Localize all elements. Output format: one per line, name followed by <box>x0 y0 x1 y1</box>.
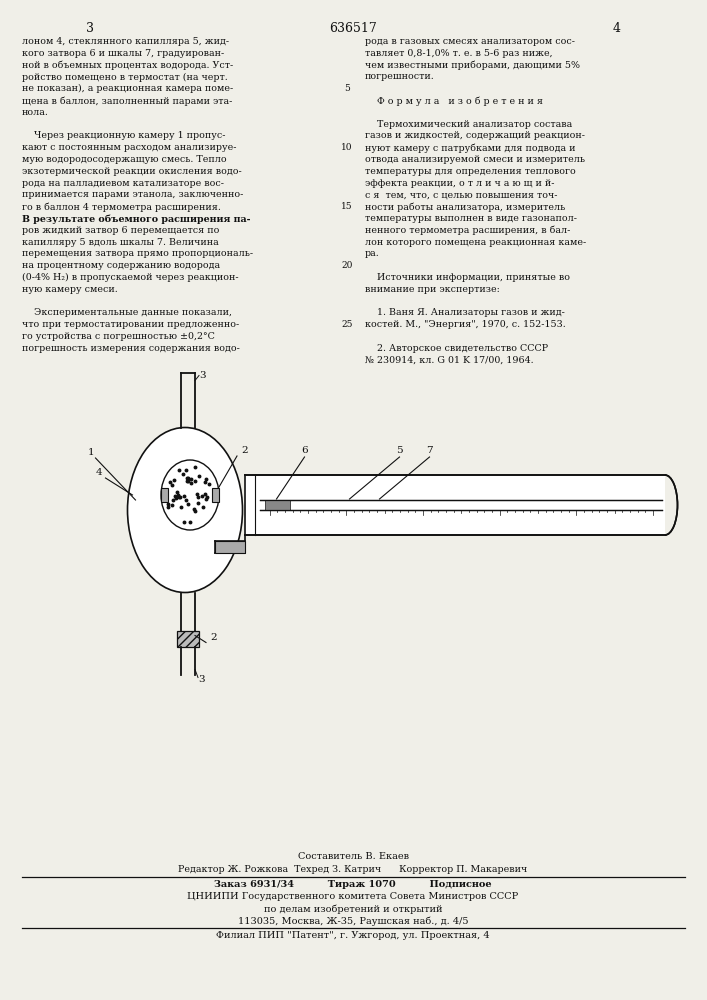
Text: перемещения затвора прямо пропорциональ-: перемещения затвора прямо пропорциональ- <box>22 249 253 258</box>
Text: погрешности.: погрешности. <box>365 72 435 81</box>
Bar <box>161 488 168 502</box>
Text: ности работы анализатора, измеритель: ности работы анализатора, измеритель <box>365 202 566 212</box>
Bar <box>212 488 219 502</box>
Text: Составитель В. Екаев: Составитель В. Екаев <box>298 852 409 861</box>
Text: нола.: нола. <box>22 108 49 117</box>
Text: щена в баллон, заполненный парами эта-: щена в баллон, заполненный парами эта- <box>22 96 233 105</box>
Text: кого затвора 6 и шкалы 7, градуирован-: кого затвора 6 и шкалы 7, градуирован- <box>22 49 224 58</box>
Text: лон которого помещена реакционная каме-: лон которого помещена реакционная каме- <box>365 238 586 247</box>
Text: 4: 4 <box>95 468 102 477</box>
Text: внимание при экспертизе:: внимание при экспертизе: <box>365 285 500 294</box>
Text: кают с постоянным расходом анализируе-: кают с постоянным расходом анализируе- <box>22 143 237 152</box>
Bar <box>214 541 245 553</box>
Text: го устройства с погрешностью ±0,2°С: го устройства с погрешностью ±0,2°С <box>22 332 215 341</box>
Text: лоном 4, стеклянного капилляра 5, жид-: лоном 4, стеклянного капилляра 5, жид- <box>22 37 229 46</box>
Text: температуры выполнен в виде газонапол-: температуры выполнен в виде газонапол- <box>365 214 577 223</box>
Text: 7: 7 <box>426 446 433 455</box>
Text: мую водородосодержащую смесь. Тепло: мую водородосодержащую смесь. Тепло <box>22 155 227 164</box>
Text: костей. М., "Энергия", 1970, с. 152-153.: костей. М., "Энергия", 1970, с. 152-153. <box>365 320 566 329</box>
Text: 20: 20 <box>341 261 353 270</box>
Text: нуют камеру с патрубками для подвода и: нуют камеру с патрубками для подвода и <box>365 143 575 153</box>
Text: не показан), а реакционная камера поме-: не показан), а реакционная камера поме- <box>22 84 233 93</box>
Text: температуры для определения теплового: температуры для определения теплового <box>365 167 575 176</box>
Text: 2: 2 <box>241 446 247 455</box>
Text: Филиал ПИП "Патент", г. Ужгород, ул. Проектная, 4: Филиал ПИП "Патент", г. Ужгород, ул. Про… <box>216 931 490 940</box>
Text: газов и жидкостей, содержащий реакцион-: газов и жидкостей, содержащий реакцион- <box>365 131 585 140</box>
Text: Термохимический анализатор состава: Термохимический анализатор состава <box>365 120 572 129</box>
Ellipse shape <box>127 428 243 592</box>
Text: Источники информации, принятые во: Источники информации, принятые во <box>365 273 570 282</box>
Text: 2. Авторское свидетельство СССР: 2. Авторское свидетельство СССР <box>365 344 548 353</box>
Text: отвода анализируемой смеси и измеритель: отвода анализируемой смеси и измеритель <box>365 155 585 164</box>
Text: 3: 3 <box>198 674 204 684</box>
Text: эффекта реакции, о т л и ч а ю щ и й-: эффекта реакции, о т л и ч а ю щ и й- <box>365 179 554 188</box>
Text: 4: 4 <box>613 22 621 35</box>
Text: экзотермической реакции окисления водо-: экзотермической реакции окисления водо- <box>22 167 242 176</box>
Text: ненного термометра расширения, в бал-: ненного термометра расширения, в бал- <box>365 226 571 235</box>
Text: 636517: 636517 <box>329 22 377 35</box>
Text: ной в объемных процентах водорода. Уст-: ной в объемных процентах водорода. Уст- <box>22 61 233 70</box>
Text: 5: 5 <box>344 84 350 93</box>
Text: 6: 6 <box>301 446 308 455</box>
Text: 113035, Москва, Ж-35, Раушская наб., д. 4/5: 113035, Москва, Ж-35, Раушская наб., д. … <box>238 916 468 926</box>
Text: го в баллон 4 термометра расширения.: го в баллон 4 термометра расширения. <box>22 202 221 212</box>
Text: 5: 5 <box>397 446 403 455</box>
Text: ройство помещено в термостат (на черт.: ройство помещено в термостат (на черт. <box>22 72 228 82</box>
Text: на процентному содержанию водорода: на процентному содержанию водорода <box>22 261 220 270</box>
Text: рода в газовых смесях анализатором сос-: рода в газовых смесях анализатором сос- <box>365 37 575 46</box>
Bar <box>245 475 665 535</box>
Text: Через реакционную камеру 1 пропус-: Через реакционную камеру 1 пропус- <box>22 131 226 140</box>
Text: 25: 25 <box>341 320 353 329</box>
Ellipse shape <box>161 460 219 530</box>
Text: рода на палладиевом катализаторе вос-: рода на палладиевом катализаторе вос- <box>22 179 224 188</box>
Text: В результате объемного расширения па-: В результате объемного расширения па- <box>22 214 250 224</box>
Text: (0-4% H₂) в пропускаемой через реакцион-: (0-4% H₂) в пропускаемой через реакцион- <box>22 273 239 282</box>
Text: 10: 10 <box>341 143 353 152</box>
Text: Редактор Ж. Рожкова  Техред З. Катрич      Корректор П. Макаревич: Редактор Ж. Рожкова Техред З. Катрич Кор… <box>178 865 527 874</box>
Text: капилляру 5 вдоль шкалы 7. Величина: капилляру 5 вдоль шкалы 7. Величина <box>22 238 218 247</box>
Text: 2: 2 <box>210 634 216 643</box>
Text: 3: 3 <box>199 370 206 379</box>
Text: по делам изобретений и открытий: по делам изобретений и открытий <box>264 904 443 914</box>
Text: № 230914, кл. G 01 K 17/00, 1964.: № 230914, кл. G 01 K 17/00, 1964. <box>365 356 534 365</box>
Text: принимается парами этанола, заключенно-: принимается парами этанола, заключенно- <box>22 190 243 199</box>
Text: 1. Ваня Я. Анализаторы газов и жид-: 1. Ваня Я. Анализаторы газов и жид- <box>365 308 565 317</box>
Text: с я  тем, что, с целью повышения точ-: с я тем, что, с целью повышения точ- <box>365 190 558 199</box>
Bar <box>264 500 289 510</box>
Text: ЦНИИПИ Государственного комитета Совета Министров СССР: ЦНИИПИ Государственного комитета Совета … <box>187 892 519 901</box>
Text: 1: 1 <box>88 448 94 457</box>
Text: Заказ 6931/34          Тираж 1070          Подписное: Заказ 6931/34 Тираж 1070 Подписное <box>214 880 492 889</box>
Text: 3: 3 <box>86 22 94 35</box>
Text: тавляет 0,8-1,0% т. е. в 5-6 раз ниже,: тавляет 0,8-1,0% т. е. в 5-6 раз ниже, <box>365 49 553 58</box>
Text: ров жидкий затвор 6 перемещается по: ров жидкий затвор 6 перемещается по <box>22 226 219 235</box>
Text: чем известными приборами, дающими 5%: чем известными приборами, дающими 5% <box>365 61 580 70</box>
Text: что при термостатировании предложенно-: что при термостатировании предложенно- <box>22 320 239 329</box>
Text: ную камеру смеси.: ную камеру смеси. <box>22 285 118 294</box>
Text: Ф о р м у л а   и з о б р е т е н и я: Ф о р м у л а и з о б р е т е н и я <box>365 96 543 105</box>
Text: 15: 15 <box>341 202 353 211</box>
Text: погрешность измерения содержания водо-: погрешность измерения содержания водо- <box>22 344 240 353</box>
Text: Экспериментальные данные показали,: Экспериментальные данные показали, <box>22 308 232 317</box>
Bar <box>177 631 199 647</box>
Text: ра.: ра. <box>365 249 380 258</box>
